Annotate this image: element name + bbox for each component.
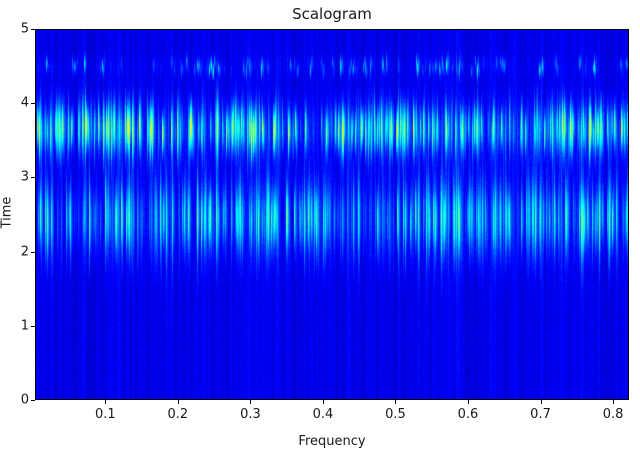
y-tick-mark — [31, 325, 35, 327]
x-tick-mark — [250, 400, 252, 404]
y-tick-mark — [31, 400, 35, 401]
y-tick-mark — [31, 29, 35, 30]
chart-title: Scalogram — [292, 5, 372, 23]
x-tick-label: 0.2 — [167, 407, 189, 422]
x-tick-mark — [613, 400, 615, 404]
x-axis-label: Frequency — [298, 434, 366, 449]
x-tick-label: 0.1 — [95, 407, 116, 422]
x-tick-mark — [322, 400, 324, 404]
x-tick-mark — [105, 400, 107, 404]
scalogram-heatmap — [35, 29, 629, 400]
y-tick-label: 0 — [20, 392, 29, 408]
y-tick-mark — [31, 177, 35, 179]
y-axis-label: Time — [0, 196, 15, 229]
x-tick-label: 0.7 — [530, 407, 551, 422]
y-tick-label: 2 — [20, 244, 29, 260]
y-tick-mark — [31, 103, 35, 105]
y-tick-label: 1 — [20, 318, 29, 334]
x-tick-label: 0.5 — [385, 407, 406, 422]
x-tick-mark — [177, 400, 179, 404]
y-tick-mark — [31, 251, 35, 253]
x-tick-mark — [395, 400, 397, 404]
x-tick-mark — [540, 400, 542, 404]
x-tick-label: 0.6 — [457, 407, 479, 422]
x-tick-label: 0.3 — [240, 407, 261, 422]
y-tick-label: 4 — [20, 95, 29, 111]
x-tick-label: 0.8 — [602, 407, 624, 422]
x-tick-label: 0.4 — [312, 407, 334, 422]
y-tick-label: 5 — [20, 21, 29, 37]
y-tick-label: 3 — [20, 169, 29, 185]
x-tick-mark — [467, 400, 469, 404]
